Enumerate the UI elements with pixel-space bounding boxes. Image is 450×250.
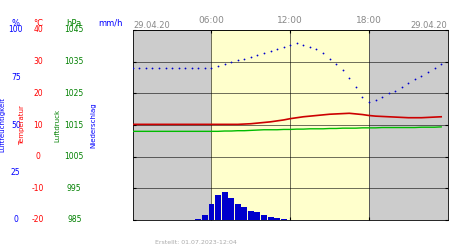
Bar	[208, 204, 215, 220]
Bar	[215, 195, 221, 220]
Text: mm/h: mm/h	[98, 18, 122, 28]
Text: 40: 40	[33, 26, 43, 35]
Bar	[248, 210, 254, 220]
Text: 1025: 1025	[65, 89, 84, 98]
Text: Erstellt: 01.07.2023-12:04: Erstellt: 01.07.2023-12:04	[155, 240, 237, 245]
Bar	[235, 204, 241, 220]
Text: Luftdruck: Luftdruck	[54, 108, 61, 142]
Text: 25: 25	[11, 168, 21, 177]
Text: 29.04.20: 29.04.20	[133, 21, 170, 30]
Text: 50: 50	[11, 120, 21, 130]
Text: 985: 985	[67, 216, 81, 224]
Text: Temperatur: Temperatur	[18, 105, 25, 145]
Text: °C: °C	[33, 18, 43, 28]
Bar	[228, 198, 234, 220]
Text: 0: 0	[14, 216, 18, 224]
Text: 1005: 1005	[64, 152, 84, 161]
Text: 20: 20	[33, 89, 43, 98]
Text: 1045: 1045	[64, 26, 84, 35]
Bar	[133, 30, 212, 220]
Text: 1015: 1015	[65, 120, 84, 130]
Text: hPa: hPa	[67, 18, 82, 28]
Bar	[241, 207, 247, 220]
Text: 995: 995	[67, 184, 81, 193]
Text: 29.04.20: 29.04.20	[410, 21, 447, 30]
Text: -20: -20	[32, 216, 45, 224]
Bar	[274, 218, 280, 220]
Text: Luftfeuchtigkeit: Luftfeuchtigkeit	[0, 98, 5, 152]
Text: -10: -10	[32, 184, 45, 193]
Text: 75: 75	[11, 73, 21, 82]
Bar	[369, 30, 448, 220]
Bar	[202, 215, 208, 220]
Bar	[268, 217, 274, 220]
Bar	[195, 219, 201, 220]
Bar	[222, 192, 228, 220]
Bar	[255, 212, 261, 220]
Text: Niederschlag: Niederschlag	[90, 102, 97, 148]
Text: 1035: 1035	[64, 57, 84, 66]
Text: 30: 30	[33, 57, 43, 66]
Bar	[281, 219, 287, 220]
Bar	[212, 30, 369, 220]
Text: 0: 0	[36, 152, 40, 161]
Bar	[261, 215, 267, 220]
Text: 10: 10	[33, 120, 43, 130]
Text: 100: 100	[9, 26, 23, 35]
Text: %: %	[12, 18, 20, 28]
